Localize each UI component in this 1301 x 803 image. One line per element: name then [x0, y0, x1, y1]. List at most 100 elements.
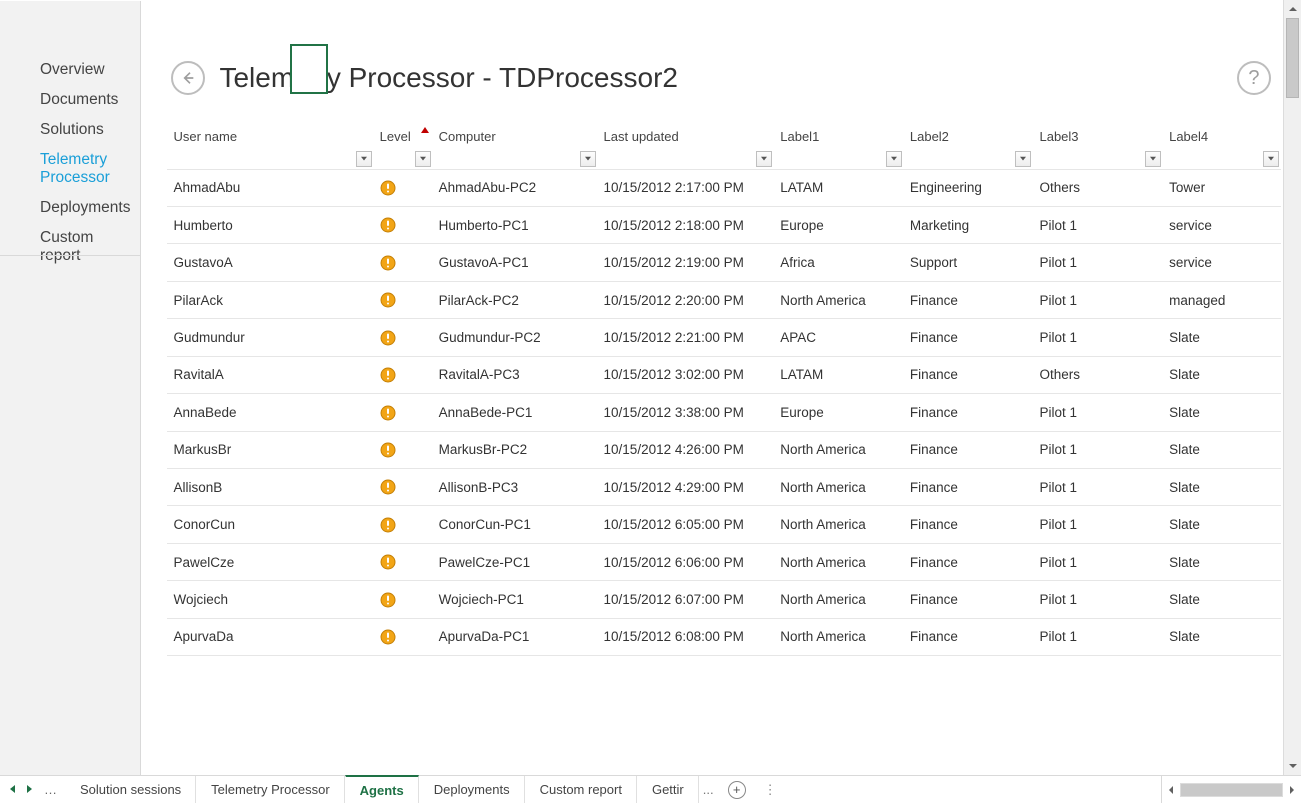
warning-icon	[380, 629, 396, 644]
column-header-l3[interactable]: Label3	[1033, 125, 1163, 169]
scroll-right-button[interactable]	[1283, 785, 1301, 795]
vscroll-track[interactable]	[1284, 18, 1301, 757]
filter-dropdown-button[interactable]	[756, 151, 772, 167]
cell-user: MarkusBr	[167, 431, 373, 468]
cell-l1: North America	[774, 469, 904, 506]
hscroll-track[interactable]	[1180, 783, 1283, 797]
cell-upd: 10/15/2012 3:02:00 PM	[598, 356, 775, 393]
filter-dropdown-button[interactable]	[580, 151, 596, 167]
column-header-comp[interactable]: Computer	[433, 125, 598, 169]
filter-dropdown-button[interactable]	[1015, 151, 1031, 167]
cell-l4: managed	[1163, 281, 1281, 318]
cell-user: PilarAck	[167, 281, 373, 318]
tab-overflow-indicator: ...	[699, 782, 718, 797]
table-row[interactable]: PilarAckPilarAck-PC210/15/2012 2:20:00 P…	[167, 281, 1281, 318]
back-button[interactable]	[171, 61, 205, 95]
sidebar: OverviewDocumentsSolutionsTelemetry Proc…	[0, 1, 141, 775]
sidebar-nav: OverviewDocumentsSolutionsTelemetry Proc…	[0, 19, 140, 271]
cell-l4: Slate	[1163, 469, 1281, 506]
vscroll-thumb[interactable]	[1286, 18, 1299, 98]
cell-level	[374, 356, 433, 393]
cell-l4: Slate	[1163, 431, 1281, 468]
tab-nav-more[interactable]: …	[44, 782, 57, 797]
sheet-tab-agents[interactable]: Agents	[345, 775, 419, 803]
cell-l4: Slate	[1163, 543, 1281, 580]
table-row[interactable]: AllisonBAllisonB-PC310/15/2012 4:29:00 P…	[167, 469, 1281, 506]
sidebar-item-telemetry-processor[interactable]: Telemetry Processor	[0, 145, 140, 193]
tab-nav-next[interactable]	[26, 782, 34, 797]
filter-dropdown-button[interactable]	[356, 151, 372, 167]
column-header-label: Computer	[439, 129, 592, 144]
table-row[interactable]: ConorCunConorCun-PC110/15/2012 6:05:00 P…	[167, 506, 1281, 543]
horizontal-scrollbar[interactable]	[1161, 776, 1301, 803]
cell-l4: Slate	[1163, 356, 1281, 393]
sidebar-item-overview[interactable]: Overview	[0, 55, 140, 85]
filter-dropdown-button[interactable]	[415, 151, 431, 167]
table-row[interactable]: AhmadAbuAhmadAbu-PC210/15/2012 2:17:00 P…	[167, 169, 1281, 206]
column-header-label: Label2	[910, 129, 1028, 144]
add-sheet-button[interactable]: +	[718, 776, 756, 803]
tab-nav-prev[interactable]	[8, 782, 16, 797]
table-row[interactable]: MarkusBrMarkusBr-PC210/15/2012 4:26:00 P…	[167, 431, 1281, 468]
table-header-row: User name Level Computer Last updatedLabel1…	[167, 125, 1281, 169]
cell-selection-box[interactable]	[290, 44, 328, 94]
sidebar-item-documents[interactable]: Documents	[0, 85, 140, 115]
cell-level	[374, 431, 433, 468]
cell-comp: AnnaBede-PC1	[433, 394, 598, 431]
table-row[interactable]: GudmundurGudmundur-PC210/15/2012 2:21:00…	[167, 319, 1281, 356]
cell-l1: North America	[774, 618, 904, 655]
scroll-left-button[interactable]	[1162, 785, 1180, 795]
cell-user: Wojciech	[167, 581, 373, 618]
sidebar-item-custom-report[interactable]: Custom report	[0, 223, 140, 271]
scroll-down-button[interactable]	[1284, 757, 1301, 775]
cell-l1: LATAM	[774, 169, 904, 206]
page-title: Telemetry Processor - TDProcessor2	[219, 62, 1237, 94]
cell-l1: LATAM	[774, 356, 904, 393]
cell-l4: Slate	[1163, 319, 1281, 356]
column-header-l4[interactable]: Label4	[1163, 125, 1281, 169]
cell-comp: RavitalA-PC3	[433, 356, 598, 393]
column-header-l2[interactable]: Label2	[904, 125, 1034, 169]
column-header-label: Label3	[1039, 129, 1157, 144]
table-row[interactable]: PawelCzePawelCze-PC110/15/2012 6:06:00 P…	[167, 543, 1281, 580]
table-row[interactable]: ApurvaDaApurvaDa-PC110/15/2012 6:08:00 P…	[167, 618, 1281, 655]
column-header-l1[interactable]: Label1	[774, 125, 904, 169]
scroll-up-button[interactable]	[1284, 0, 1301, 18]
table-row[interactable]: AnnaBedeAnnaBede-PC110/15/2012 3:38:00 P…	[167, 394, 1281, 431]
sidebar-item-solutions[interactable]: Solutions	[0, 115, 140, 145]
cell-l3: Pilot 1	[1033, 581, 1163, 618]
table-row[interactable]: RavitalARavitalA-PC310/15/2012 3:02:00 P…	[167, 356, 1281, 393]
help-button[interactable]: ?	[1237, 61, 1271, 95]
cell-upd: 10/15/2012 2:18:00 PM	[598, 206, 775, 243]
warning-icon	[380, 292, 396, 307]
sheet-tab-custom-report[interactable]: Custom report	[525, 776, 637, 803]
hscroll-thumb[interactable]	[1181, 784, 1282, 796]
cell-level	[374, 281, 433, 318]
table-row[interactable]: WojciechWojciech-PC110/15/2012 6:07:00 P…	[167, 581, 1281, 618]
filter-dropdown-button[interactable]	[1263, 151, 1279, 167]
column-header-user[interactable]: User name	[167, 125, 373, 169]
cell-l1: Europe	[774, 394, 904, 431]
cell-l2: Marketing	[904, 206, 1034, 243]
sidebar-item-deployments[interactable]: Deployments	[0, 193, 140, 223]
vertical-scrollbar[interactable]	[1283, 0, 1301, 775]
sheet-tab-telemetry-processor[interactable]: Telemetry Processor	[196, 776, 344, 803]
sheet-tab-deployments[interactable]: Deployments	[419, 776, 525, 803]
cell-level	[374, 581, 433, 618]
warning-icon	[380, 554, 396, 569]
sheet-tab-gettir[interactable]: Gettir	[637, 776, 699, 803]
filter-dropdown-button[interactable]	[1145, 151, 1161, 167]
table-row[interactable]: GustavoAGustavoA-PC110/15/2012 2:19:00 P…	[167, 244, 1281, 281]
column-header-upd[interactable]: Last updated	[598, 125, 775, 169]
column-header-label: User name	[173, 129, 367, 144]
sheet-tab-solution-sessions[interactable]: Solution sessions	[65, 776, 196, 803]
filter-dropdown-button[interactable]	[886, 151, 902, 167]
warning-icon	[380, 217, 396, 232]
cell-l1: North America	[774, 431, 904, 468]
column-header-level[interactable]: Level	[374, 125, 433, 169]
cell-level	[374, 469, 433, 506]
table-row[interactable]: HumbertoHumberto-PC110/15/2012 2:18:00 P…	[167, 206, 1281, 243]
warning-icon	[380, 329, 396, 344]
tab-split-grip[interactable]: ⋮	[756, 776, 787, 803]
warning-icon	[380, 516, 396, 531]
